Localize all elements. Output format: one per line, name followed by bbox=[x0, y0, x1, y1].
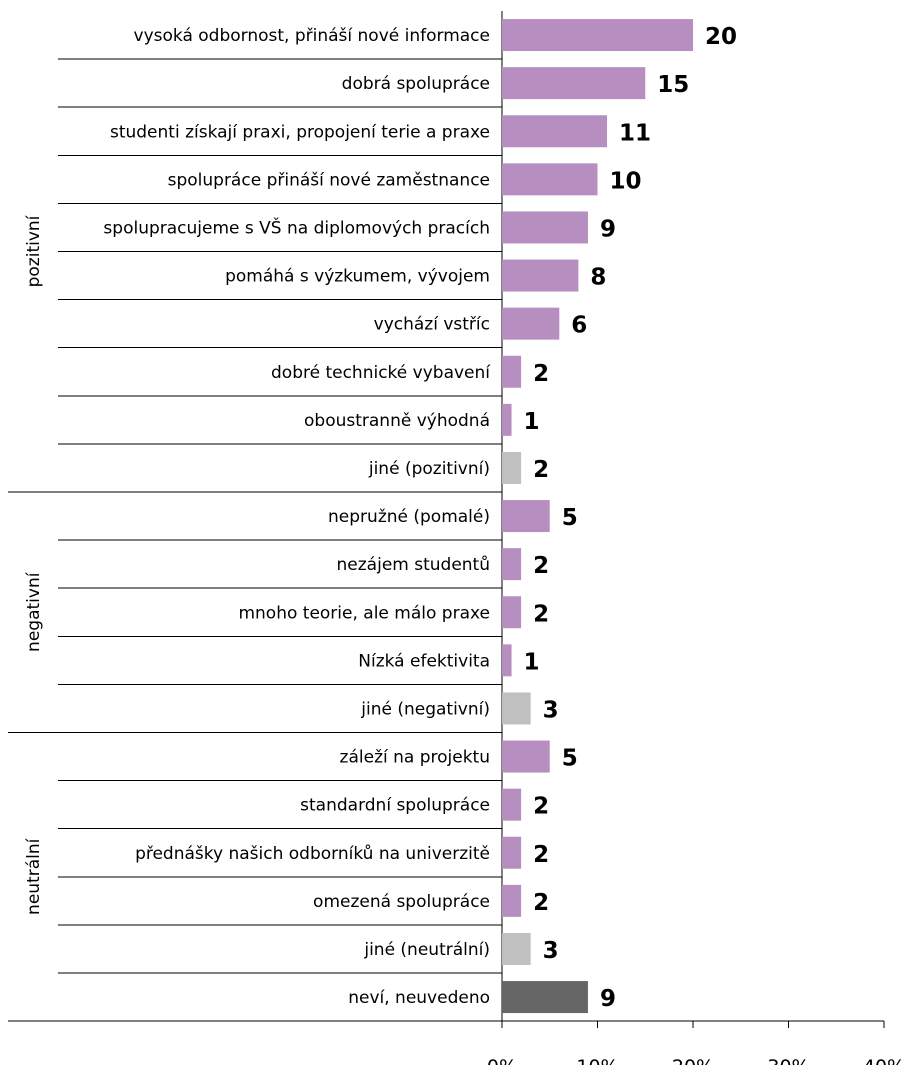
bar-jine-negativni bbox=[502, 692, 531, 725]
value-label: 2 bbox=[533, 553, 549, 579]
group-labels: pozitivní negativní neutrální bbox=[24, 214, 44, 915]
bar-nezajem-studentu bbox=[502, 548, 522, 581]
value-label: 8 bbox=[590, 265, 606, 291]
value-label: 2 bbox=[533, 794, 549, 820]
bar-omezena-spoluprace bbox=[502, 884, 522, 917]
category-label: nepružné (pomalé) bbox=[328, 507, 490, 527]
value-label: 9 bbox=[600, 216, 616, 242]
value-label: 6 bbox=[571, 313, 587, 339]
value-label: 11 bbox=[619, 120, 651, 146]
value-label: 5 bbox=[562, 746, 578, 772]
bar-dobre-technicke-vybaveni bbox=[502, 355, 522, 388]
category-labels: vysoká odbornost, přináší nové informace… bbox=[103, 26, 491, 1008]
value-label: 20 bbox=[705, 24, 737, 50]
x-tick-label: 10% bbox=[576, 1056, 618, 1065]
bar-pomaha-s-vyzkumem-vyvojem bbox=[502, 259, 579, 292]
category-label: spolupráce přináší nové zaměstnance bbox=[168, 170, 490, 190]
category-label: jiné (pozitivní) bbox=[368, 459, 490, 479]
value-label: 2 bbox=[533, 890, 549, 916]
bar-jine-neutralni bbox=[502, 932, 531, 965]
bar-zalezi-na-projektu bbox=[502, 740, 550, 773]
category-label: vychází vstříc bbox=[374, 315, 490, 335]
category-label: spolupracujeme s VŠ na diplomových prací… bbox=[103, 216, 490, 238]
x-tick-label: 20% bbox=[672, 1056, 714, 1065]
bar-standardni-spoluprace bbox=[502, 788, 522, 821]
value-label: 1 bbox=[524, 409, 540, 435]
category-label: dobré technické vybavení bbox=[271, 363, 491, 383]
value-label: 10 bbox=[610, 168, 642, 194]
category-label: přednášky našich odborníků na univerzitě bbox=[135, 844, 490, 864]
group-label-pozitivni: pozitivní bbox=[24, 214, 44, 287]
bar-mnoho-teorie-ale-malo-praxe bbox=[502, 596, 522, 629]
category-label: neví, neuvedeno bbox=[348, 988, 490, 1008]
bars bbox=[502, 19, 693, 1014]
value-label: 2 bbox=[533, 457, 549, 483]
category-label: nezájem studentů bbox=[337, 555, 490, 575]
bar-nevi-neuvedeno bbox=[502, 981, 588, 1014]
value-label: 9 bbox=[600, 986, 616, 1012]
bar-oboustranne-vyhodna bbox=[502, 403, 512, 436]
bar-studenti-ziskaji-praxi-propojeni-terie-a-praxe bbox=[502, 115, 608, 148]
x-tick-label: 40% bbox=[863, 1056, 905, 1065]
bar-jine-pozitivni bbox=[502, 451, 522, 484]
category-label: jiné (negativní) bbox=[360, 699, 490, 719]
category-label: studenti získají praxi, propojení terie … bbox=[110, 122, 490, 142]
bar-dobra-spoluprace bbox=[502, 67, 646, 100]
category-label: dobrá spolupráce bbox=[342, 74, 490, 94]
value-label: 5 bbox=[562, 505, 578, 531]
category-label: vysoká odbornost, přináší nové informace bbox=[134, 26, 490, 46]
category-label: mnoho teorie, ale málo praxe bbox=[238, 603, 490, 623]
value-label: 3 bbox=[543, 938, 559, 964]
bar-spoluprace-prinasi-nove-zamestnance bbox=[502, 163, 598, 196]
category-label: záleží na projektu bbox=[340, 748, 490, 768]
x-tick-label: 0% bbox=[487, 1056, 517, 1065]
x-axis-ticks: 0% 10% 20% 30% 40% bbox=[487, 1021, 905, 1065]
value-label: 3 bbox=[543, 697, 559, 723]
category-label: jiné (neutrální) bbox=[363, 940, 490, 960]
bar-vysoka-odbornost-prinasi-nove-informace bbox=[502, 19, 693, 52]
category-label: pomáhá s výzkumem, vývojem bbox=[225, 267, 490, 287]
value-label: 2 bbox=[533, 601, 549, 627]
bar-vychazi-vstric bbox=[502, 307, 560, 340]
grid-lines bbox=[8, 11, 884, 1028]
value-label: 1 bbox=[524, 649, 540, 675]
bar-nepruzne-pomale bbox=[502, 500, 550, 533]
value-label: 2 bbox=[533, 842, 549, 868]
value-label: 15 bbox=[657, 72, 689, 98]
category-label: Nízká efektivita bbox=[358, 651, 490, 671]
bar-spolupracujeme-s-vs-na-diplomovych-pracich bbox=[502, 211, 588, 244]
x-tick-label: 30% bbox=[767, 1056, 809, 1065]
group-label-negativni: negativní bbox=[24, 571, 44, 652]
category-label: oboustranně výhodná bbox=[304, 411, 490, 431]
value-label: 2 bbox=[533, 361, 549, 387]
category-label: omezená spolupráce bbox=[313, 892, 490, 912]
bar-nizka-efektivita bbox=[502, 644, 512, 677]
category-label: standardní spolupráce bbox=[300, 796, 490, 816]
group-label-neutralni: neutrální bbox=[24, 837, 44, 915]
bar-prednasky-nasich-odborniku-na-univerzite bbox=[502, 836, 522, 869]
